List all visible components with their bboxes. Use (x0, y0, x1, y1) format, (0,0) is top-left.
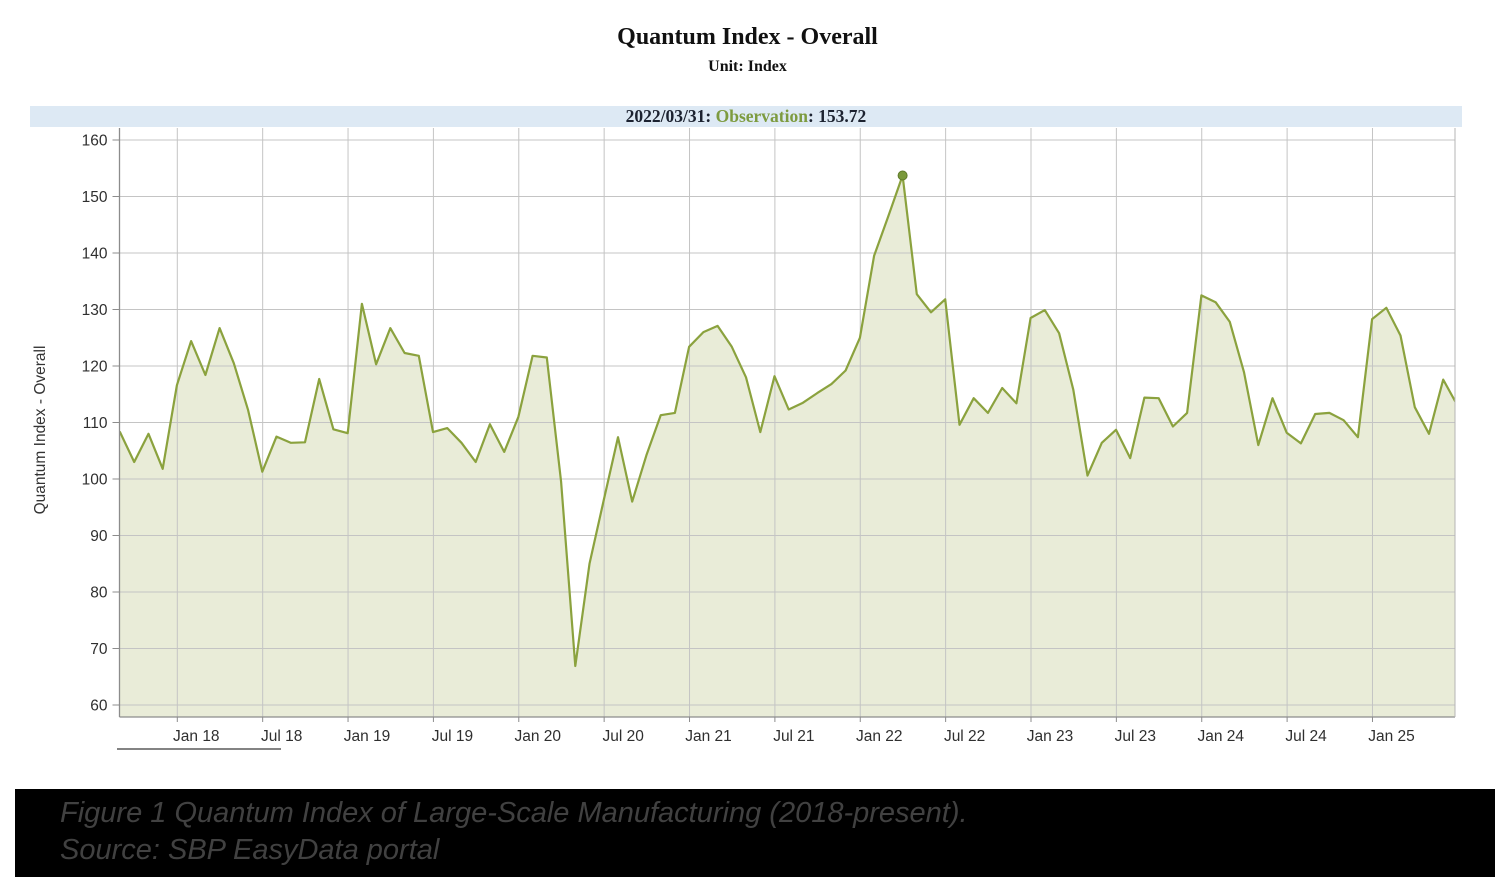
area-series (120, 175, 1455, 717)
x-tick-label: Jan 23 (1027, 728, 1074, 745)
x-tick-label: Jul 20 (602, 728, 644, 745)
x-tick-label: Jul 24 (1285, 728, 1327, 745)
caption-figure-text: Figure 1 Quantum Index of Large-Scale Ma… (60, 797, 968, 829)
gridlines (112, 128, 1455, 722)
y-tick-label: 80 (90, 585, 108, 602)
x-tick-label: Jan 20 (515, 728, 562, 745)
y-tick-label: 90 (90, 528, 108, 545)
y-tick-label: 140 (82, 246, 108, 263)
observation-label: Observation (715, 106, 808, 126)
line-series (119, 174, 1455, 668)
observation-readout-bar: 2022/03/31: Observation : 153.72 (30, 106, 1462, 127)
observation-date: 2022/03/31: (625, 106, 716, 126)
peak-marker-dot[interactable] (897, 170, 908, 181)
y-tick-label: 130 (82, 302, 108, 319)
y-axis-title: Quantum Index - Overall (32, 346, 49, 515)
chart-title: Quantum Index - Overall (617, 24, 878, 50)
observation-value: : 153.72 (807, 106, 867, 126)
x-tick-label: Jan 25 (1368, 728, 1415, 745)
caption-band: Figure 1 Quantum Index of Large-Scale Ma… (15, 789, 1495, 877)
x-tick-label: Jan 18 (173, 728, 220, 745)
caption-source-text: Source: SBP EasyData portal (60, 834, 440, 866)
x-tick-label: Jan 21 (685, 728, 732, 745)
chart-subtitle: Unit: Index (708, 58, 787, 75)
x-tick-label: Jul 19 (432, 728, 473, 745)
y-tick-label: 70 (90, 641, 108, 658)
y-tick-label: 120 (82, 359, 108, 376)
x-tick-label: Jul 18 (261, 728, 302, 745)
x-tick-label: Jan 24 (1197, 728, 1244, 745)
y-tick-label: 60 (90, 698, 108, 715)
x-tick-label: Jul 21 (773, 728, 814, 745)
x-tick-label: Jul 22 (944, 728, 985, 745)
x-tick-label: Jan 19 (344, 728, 391, 745)
y-tick-label: 110 (83, 415, 108, 432)
x-tick-label: Jan 22 (856, 728, 903, 745)
y-tick-label: 100 (82, 472, 108, 489)
y-tick-label: 160 (82, 133, 108, 150)
axis-labels: 60 70 80 90 100 110 120 130 140 150 160 Jan 18 Jul 1… (82, 133, 1415, 746)
y-tick-label: 150 (82, 189, 108, 206)
x-tick-label: Jul 23 (1115, 728, 1156, 745)
